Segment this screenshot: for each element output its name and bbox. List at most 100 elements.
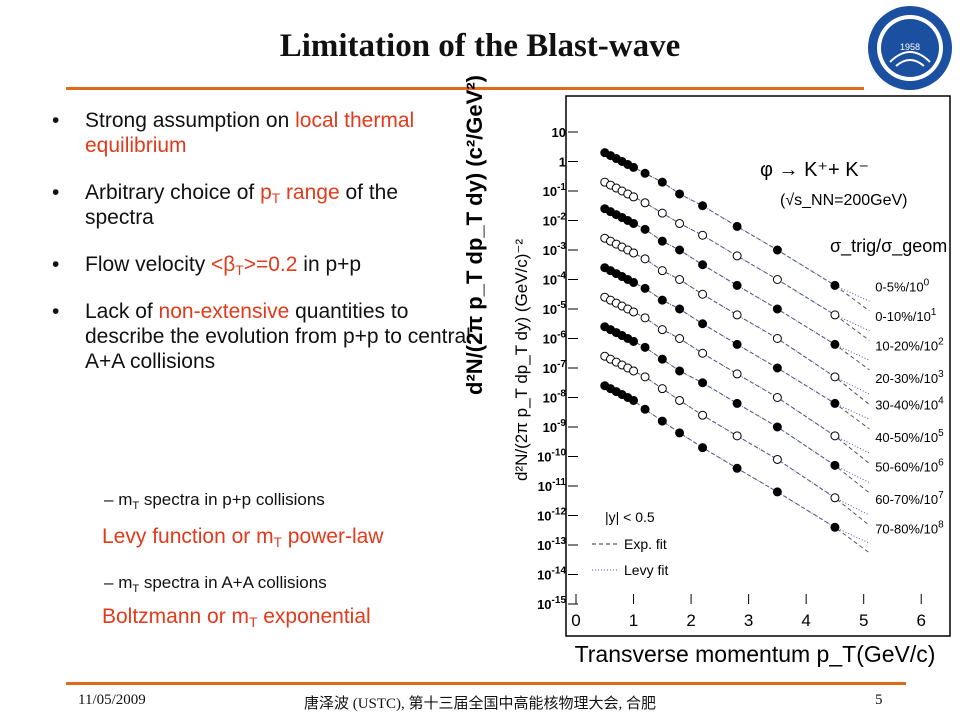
plot-frame — [565, 95, 951, 637]
data-point — [772, 275, 782, 284]
data-point — [675, 218, 685, 228]
data-point — [830, 398, 840, 408]
exp-fit-line — [604, 181, 870, 341]
data-point — [830, 310, 840, 320]
y-tick-label: 10-8 — [543, 389, 567, 406]
data-point — [640, 372, 650, 382]
exp-fit-legend-label: Exp. fit — [624, 536, 667, 552]
x-tick-label: 1 — [629, 611, 638, 630]
series-label: 30-40%/104 — [875, 395, 944, 412]
note-boltzmann: Boltzmann or mT exponential — [102, 605, 371, 630]
data-point — [675, 275, 685, 284]
bullet-dot: • — [52, 181, 60, 204]
data-point — [629, 307, 639, 317]
data-point — [640, 198, 650, 208]
data-point — [732, 431, 742, 441]
levy-fit-line — [604, 296, 870, 454]
legend-header: σ_trig/σ_geom — [830, 236, 947, 257]
data-point — [732, 280, 742, 290]
y-tick-label: 10-6 — [543, 330, 567, 347]
levy-fit-line — [604, 208, 870, 361]
university-seal: 1958 — [868, 6, 952, 90]
data-point — [629, 366, 639, 376]
data-point — [657, 208, 667, 218]
bullet-dot: • — [52, 253, 60, 276]
data-point — [772, 245, 782, 255]
data-point — [629, 162, 639, 172]
data-point — [640, 224, 650, 234]
data-point — [830, 522, 840, 532]
x-tick-label: 0 — [571, 611, 580, 630]
data-point — [629, 218, 639, 228]
data-point — [698, 443, 708, 453]
data-point — [629, 277, 639, 287]
bullet-item: • Flow velocity <βT>=0.2 in p+p — [52, 253, 362, 278]
seal-year: 1958 — [900, 42, 920, 52]
data-point — [657, 177, 667, 187]
x-axis-title: Transverse momentum p_T(GeV/c) — [575, 641, 936, 667]
note-levy: Levy function or mT power-law — [102, 525, 384, 550]
y-tick-label: 10-12 — [537, 507, 566, 524]
sub-bullet-pp: – mT spectra in p+p collisions — [104, 490, 325, 512]
series-label: 0-5%/100 — [875, 277, 929, 294]
data-point — [657, 354, 667, 364]
y-tick-label: 10-3 — [543, 241, 567, 258]
series-label: 0-10%/101 — [875, 307, 937, 324]
data-point — [640, 404, 650, 414]
series-label: 70-80%/108 — [875, 519, 944, 536]
data-point — [675, 304, 685, 314]
x-tick-label: 4 — [801, 611, 810, 630]
y-tick-label: 10-2 — [543, 212, 567, 229]
data-point — [830, 280, 840, 290]
data-point — [698, 230, 708, 240]
tick-layer: 0 1 2 3 4 5 6 10 1 10-1 10-2 10-3 10-4 10-5 10-6 10-7 10… — [537, 125, 926, 630]
data-point — [830, 372, 840, 382]
data-point — [698, 348, 708, 358]
data-point — [675, 366, 685, 376]
data-point — [640, 283, 650, 293]
y-tick-label: 10-1 — [543, 182, 567, 199]
y-axis-title: d²N/(2π p_T dp_T dy) (GeV/c)⁻² — [512, 239, 531, 481]
rapidity-label: |y| < 0.5 — [605, 509, 655, 525]
data-point — [657, 266, 667, 276]
levy-fit-line — [604, 152, 870, 302]
series-label: 10-20%/102 — [875, 336, 944, 353]
y-tick-label: 10-10 — [537, 448, 566, 465]
data-point — [772, 454, 782, 464]
data-point — [732, 251, 742, 261]
title-divider — [66, 87, 864, 90]
bullet-list: • Strong assumption on local thermal equ… — [52, 108, 472, 396]
data-point — [698, 201, 708, 211]
bullet-dot: • — [52, 300, 60, 323]
energy-label: (√s_NN=200GeV) — [780, 192, 908, 209]
bullet-item: • Arbitrary choice of pT range of the sp… — [52, 181, 399, 229]
data-point — [830, 460, 840, 470]
series-label: 60-70%/107 — [875, 490, 944, 507]
levy-fit-line — [604, 385, 870, 544]
data-point — [772, 304, 782, 314]
x-tick-label: 6 — [916, 611, 925, 630]
data-point — [830, 493, 840, 503]
levy-fit-line — [604, 237, 870, 395]
x-tick-label: 2 — [686, 611, 695, 630]
y-tick-label: 10 — [552, 125, 566, 140]
data-point — [640, 254, 650, 264]
data-point — [657, 325, 667, 335]
footer-divider — [66, 682, 906, 685]
data-point — [640, 342, 650, 352]
data-point — [675, 334, 685, 343]
footer-center: 唐泽波 (USTC), 第十三届全国中高能核物理大会, 合肥 — [303, 696, 657, 712]
y-tick-label: 10-13 — [537, 536, 566, 553]
bullet-dot: • — [52, 109, 60, 132]
data-point — [830, 431, 840, 441]
data-point — [698, 319, 708, 329]
levy-fit-legend-label: Levy fit — [624, 562, 668, 578]
series-label: 20-30%/103 — [875, 369, 944, 386]
data-point — [732, 463, 742, 473]
x-tick-label: 5 — [859, 611, 868, 630]
y-tick-label: 10-11 — [538, 477, 567, 494]
data-point — [629, 336, 639, 346]
data-point — [732, 369, 742, 379]
data-point — [698, 378, 708, 388]
data-point — [772, 363, 782, 373]
